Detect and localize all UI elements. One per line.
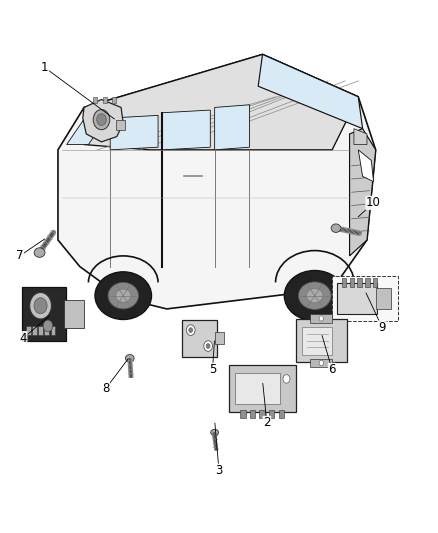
- Bar: [50, 326, 55, 335]
- Bar: [365, 278, 370, 287]
- FancyBboxPatch shape: [302, 327, 332, 354]
- Ellipse shape: [30, 293, 51, 319]
- Text: 10: 10: [366, 196, 381, 209]
- Ellipse shape: [43, 320, 53, 332]
- Polygon shape: [67, 113, 110, 144]
- Polygon shape: [110, 115, 158, 150]
- Bar: [311, 314, 332, 322]
- Polygon shape: [354, 128, 367, 144]
- Ellipse shape: [186, 325, 195, 335]
- Ellipse shape: [116, 289, 131, 302]
- Bar: [269, 410, 274, 418]
- Text: 6: 6: [328, 364, 336, 376]
- FancyBboxPatch shape: [235, 373, 280, 405]
- Ellipse shape: [97, 114, 106, 125]
- Bar: [116, 119, 125, 130]
- Bar: [250, 410, 255, 418]
- Polygon shape: [358, 150, 374, 182]
- FancyBboxPatch shape: [229, 365, 297, 413]
- Text: 3: 3: [215, 464, 223, 477]
- Text: 1: 1: [41, 61, 49, 74]
- Ellipse shape: [189, 328, 193, 333]
- Bar: [26, 326, 31, 335]
- Bar: [279, 410, 284, 418]
- Text: 4: 4: [19, 332, 27, 344]
- Bar: [215, 332, 224, 344]
- Bar: [350, 278, 354, 287]
- FancyBboxPatch shape: [64, 301, 84, 328]
- Ellipse shape: [34, 298, 47, 314]
- Polygon shape: [215, 105, 250, 150]
- Bar: [45, 326, 49, 335]
- FancyBboxPatch shape: [182, 319, 217, 357]
- Ellipse shape: [331, 224, 341, 232]
- Ellipse shape: [298, 282, 331, 310]
- Bar: [259, 410, 265, 418]
- Bar: [240, 410, 246, 418]
- Polygon shape: [350, 128, 376, 256]
- Text: 2: 2: [263, 416, 271, 430]
- Ellipse shape: [319, 360, 323, 366]
- Text: 9: 9: [378, 321, 386, 334]
- Polygon shape: [162, 110, 210, 150]
- Ellipse shape: [211, 429, 219, 435]
- Ellipse shape: [283, 375, 290, 383]
- Ellipse shape: [204, 341, 212, 351]
- FancyBboxPatch shape: [296, 319, 346, 362]
- Text: 8: 8: [102, 382, 110, 395]
- Polygon shape: [84, 54, 358, 150]
- Bar: [32, 326, 37, 335]
- FancyBboxPatch shape: [337, 283, 377, 314]
- Polygon shape: [58, 54, 376, 309]
- FancyBboxPatch shape: [332, 276, 398, 320]
- Text: 7: 7: [16, 249, 23, 262]
- FancyBboxPatch shape: [376, 288, 391, 309]
- Bar: [373, 278, 378, 287]
- Bar: [112, 97, 116, 103]
- Bar: [357, 278, 362, 287]
- Bar: [103, 97, 107, 103]
- Ellipse shape: [108, 282, 138, 309]
- Ellipse shape: [284, 270, 345, 321]
- Polygon shape: [258, 54, 363, 128]
- Bar: [342, 278, 346, 287]
- Ellipse shape: [34, 248, 45, 257]
- Ellipse shape: [95, 272, 152, 319]
- Ellipse shape: [307, 288, 323, 303]
- Bar: [93, 97, 97, 103]
- Text: 5: 5: [209, 364, 216, 376]
- Polygon shape: [83, 100, 123, 142]
- Bar: [311, 359, 332, 367]
- Ellipse shape: [125, 354, 134, 362]
- Bar: [39, 326, 43, 335]
- Ellipse shape: [206, 344, 210, 349]
- Ellipse shape: [319, 316, 323, 321]
- Ellipse shape: [93, 110, 110, 130]
- FancyBboxPatch shape: [22, 287, 66, 341]
